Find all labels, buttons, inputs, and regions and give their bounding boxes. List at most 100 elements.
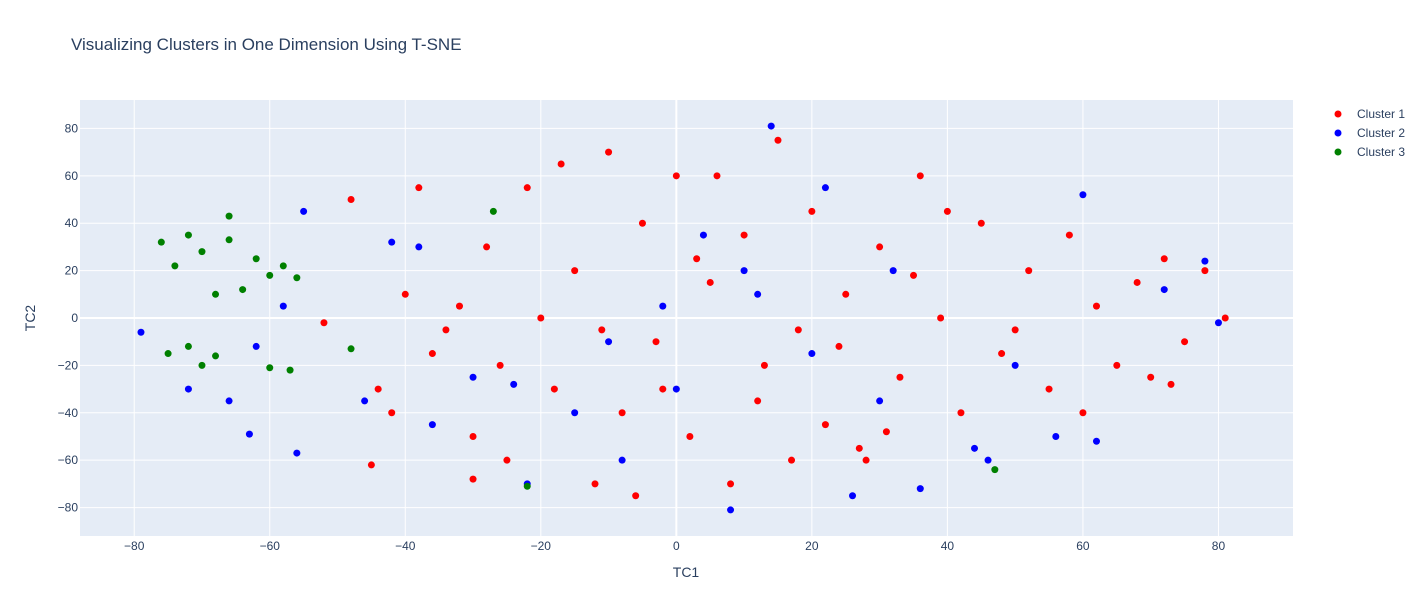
x-tick-label: 0 — [673, 539, 680, 553]
x-tick-label: 40 — [941, 539, 955, 553]
y-tick-label: 0 — [71, 311, 78, 325]
data-point — [280, 262, 287, 269]
data-point — [754, 291, 761, 298]
data-point — [788, 457, 795, 464]
data-point — [293, 450, 300, 457]
data-point — [402, 291, 409, 298]
data-point — [971, 445, 978, 452]
data-point — [761, 362, 768, 369]
data-point — [571, 267, 578, 274]
data-point — [673, 386, 680, 393]
x-tick-label: −80 — [124, 539, 145, 553]
data-point — [1113, 362, 1120, 369]
legend-label: Cluster 3 — [1357, 145, 1405, 159]
data-point — [456, 303, 463, 310]
data-point — [1161, 286, 1168, 293]
data-point — [287, 367, 294, 374]
data-point — [863, 457, 870, 464]
legend-item[interactable]: Cluster 2 — [1335, 126, 1406, 140]
data-point — [368, 461, 375, 468]
data-point — [883, 428, 890, 435]
data-point — [348, 196, 355, 203]
data-point — [632, 492, 639, 499]
data-point — [978, 220, 985, 227]
y-tick-label: −80 — [58, 501, 79, 515]
data-point — [185, 343, 192, 350]
data-point — [442, 326, 449, 333]
data-point — [896, 374, 903, 381]
data-point — [1093, 438, 1100, 445]
data-point — [808, 350, 815, 357]
data-point — [653, 338, 660, 345]
data-point — [1012, 326, 1019, 333]
data-point — [808, 208, 815, 215]
data-point — [876, 243, 883, 250]
data-point — [1201, 267, 1208, 274]
data-point — [185, 232, 192, 239]
data-point — [1161, 255, 1168, 262]
data-point — [700, 232, 707, 239]
data-point — [266, 364, 273, 371]
data-point — [266, 272, 273, 279]
data-point — [998, 350, 1005, 357]
data-point — [944, 208, 951, 215]
legend-marker — [1335, 111, 1342, 118]
data-point — [1134, 279, 1141, 286]
x-tick-label: 80 — [1212, 539, 1226, 553]
legend-item[interactable]: Cluster 3 — [1335, 145, 1406, 159]
data-point — [226, 213, 233, 220]
data-point — [957, 409, 964, 416]
data-point — [490, 208, 497, 215]
data-point — [246, 431, 253, 438]
data-point — [619, 457, 626, 464]
data-point — [639, 220, 646, 227]
data-point — [1052, 433, 1059, 440]
data-point — [137, 329, 144, 336]
data-point — [659, 303, 666, 310]
data-point — [910, 272, 917, 279]
data-point — [253, 343, 260, 350]
y-tick-label: −40 — [58, 406, 79, 420]
data-point — [1215, 319, 1222, 326]
data-point — [253, 255, 260, 262]
y-axis-title: TC2 — [22, 305, 38, 332]
data-point — [693, 255, 700, 262]
data-point — [415, 243, 422, 250]
data-point — [686, 433, 693, 440]
data-point — [388, 409, 395, 416]
y-tick-label: −60 — [58, 453, 79, 467]
legend-label: Cluster 1 — [1357, 107, 1405, 121]
data-point — [917, 172, 924, 179]
data-point — [849, 492, 856, 499]
legend-marker — [1335, 149, 1342, 156]
data-point — [537, 315, 544, 322]
data-point — [727, 506, 734, 513]
data-point — [171, 262, 178, 269]
data-point — [707, 279, 714, 286]
data-point — [1222, 315, 1229, 322]
data-point — [375, 386, 382, 393]
data-point — [1046, 386, 1053, 393]
legend-item[interactable]: Cluster 1 — [1335, 107, 1406, 121]
data-point — [842, 291, 849, 298]
data-point — [198, 362, 205, 369]
data-point — [1066, 232, 1073, 239]
legend[interactable]: Cluster 1 Cluster 2 Cluster 3 — [1335, 107, 1406, 159]
data-point — [239, 286, 246, 293]
data-point — [293, 274, 300, 281]
data-point — [212, 352, 219, 359]
data-point — [497, 362, 504, 369]
data-point — [280, 303, 287, 310]
data-point — [388, 239, 395, 246]
data-point — [1079, 191, 1086, 198]
y-tick-label: −20 — [58, 358, 79, 372]
y-tick-label: 80 — [65, 121, 79, 135]
data-point — [598, 326, 605, 333]
data-point — [605, 149, 612, 156]
x-tick-label: −40 — [395, 539, 416, 553]
data-point — [320, 319, 327, 326]
data-point — [741, 232, 748, 239]
data-point — [470, 476, 477, 483]
data-point — [470, 433, 477, 440]
x-tick-label: −60 — [260, 539, 281, 553]
